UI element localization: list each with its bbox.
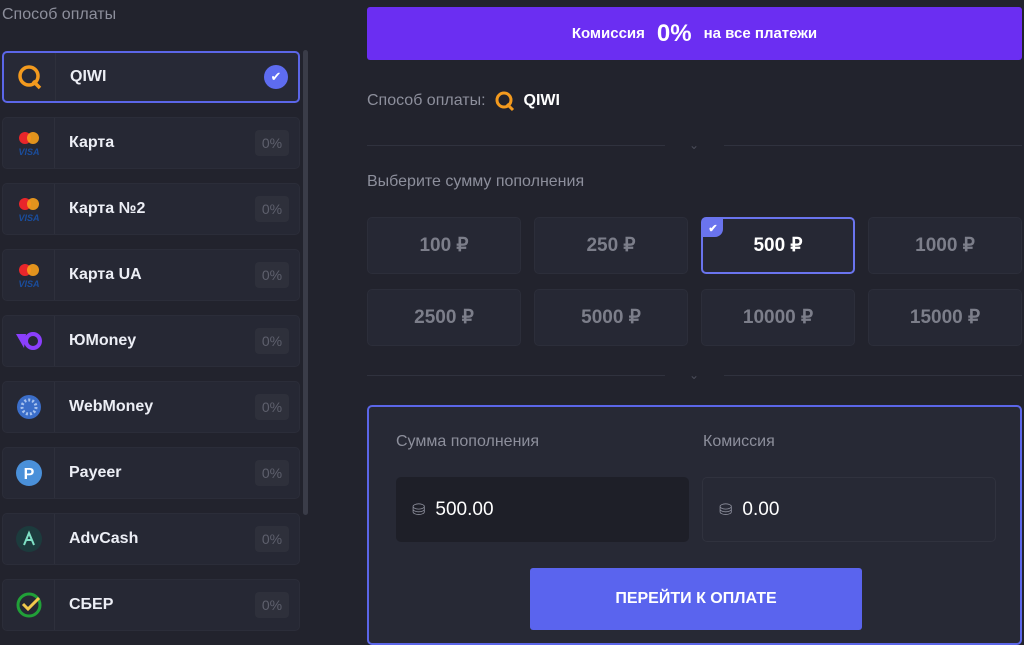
amount-option[interactable]: 250 ₽ (534, 217, 688, 274)
payment-method-label: QIWI (70, 68, 107, 85)
divider (724, 375, 1022, 376)
payment-method-карта-ua[interactable]: VISA Карта UA 0% (2, 249, 300, 301)
qiwi-icon (495, 91, 514, 112)
fee-badge: 0% (255, 394, 289, 420)
amount-label: 10000 ₽ (742, 307, 814, 328)
amount-option[interactable]: 5000 ₽ (534, 289, 688, 346)
card-icon: VISA (3, 184, 55, 234)
payment-method-карта-2[interactable]: VISA Карта №2 0% (2, 183, 300, 235)
selected-method: Способ оплаты: QIWI (367, 90, 560, 112)
pay-button[interactable]: ПЕРЕЙТИ К ОПЛАТЕ (530, 568, 862, 630)
fee-badge: 0% (255, 592, 289, 618)
chevron-down-icon[interactable]: ⌄ (689, 138, 700, 152)
payment-method-qiwi[interactable]: QIWI ✔ (2, 51, 300, 103)
check-icon: ✔ (703, 219, 723, 237)
payment-method-label: Карта (69, 134, 115, 151)
check-icon: ✔ (264, 65, 288, 89)
card-icon: VISA (3, 250, 55, 300)
amount-label: 100 ₽ (419, 235, 469, 256)
amount-label: 5000 ₽ (581, 307, 641, 328)
amount-label: 500 ₽ (753, 235, 803, 256)
svg-text:P: P (23, 466, 34, 483)
coins-icon: ⛁ (412, 501, 426, 519)
advcash-icon (3, 514, 55, 564)
fee-badge: 0% (255, 196, 289, 222)
amount-label: 1000 ₽ (915, 235, 975, 256)
payment-method-label: AdvCash (69, 530, 139, 547)
payment-method-юmoney[interactable]: ЮMoney 0% (2, 315, 300, 367)
divider (724, 145, 1022, 146)
amount-label: 2500 ₽ (414, 307, 474, 328)
payment-method-label: СБЕР (69, 596, 114, 613)
payment-method-label: Карта №2 (69, 200, 146, 217)
sidebar-scrollbar[interactable] (303, 50, 308, 515)
banner-value: 0% (656, 19, 692, 47)
fee-badge: 0% (255, 328, 289, 354)
sum-label: Сумма пополнения (396, 433, 539, 450)
fee-badge: 0% (255, 526, 289, 552)
svg-text:VISA: VISA (18, 147, 39, 157)
divider (367, 375, 665, 376)
amount-option[interactable]: 10000 ₽ (701, 289, 855, 346)
summary-panel: Сумма пополнения Комиссия ⛁ 500.00 ⛁ 0.0… (367, 405, 1022, 645)
payment-method-label: ЮMoney (69, 332, 137, 349)
payment-method-label: WebMoney (69, 398, 154, 415)
payment-method-карта[interactable]: VISA Карта 0% (2, 117, 300, 169)
payeer-icon: P (3, 448, 55, 498)
yoomoney-icon (3, 316, 55, 366)
payment-method-label: Карта UA (69, 266, 142, 283)
divider (367, 145, 665, 146)
fee-badge: 0% (255, 460, 289, 486)
chevron-down-icon[interactable]: ⌄ (689, 368, 700, 382)
amount-label: 15000 ₽ (909, 307, 981, 328)
webmoney-icon (3, 382, 55, 432)
method-label: Способ оплаты: (367, 92, 486, 109)
sum-input[interactable]: ⛁ 500.00 (396, 477, 689, 542)
qiwi-icon (4, 53, 56, 101)
card-icon: VISA (3, 118, 55, 168)
amount-option[interactable]: ✔ 500 ₽ (701, 217, 855, 274)
svg-text:VISA: VISA (18, 279, 39, 289)
payment-method-payeer[interactable]: P Payeer 0% (2, 447, 300, 499)
fee-badge: 0% (255, 262, 289, 288)
amount-title: Выберите сумму пополнения (367, 173, 585, 190)
banner-post: на все платежи (703, 25, 818, 42)
fee-field: ⛁ 0.00 (702, 477, 996, 542)
fee-value: 0.00 (742, 498, 780, 520)
amount-option[interactable]: 1000 ₽ (868, 217, 1022, 274)
payment-method-сбер[interactable]: СБЕР 0% (2, 579, 300, 631)
fee-badge: 0% (255, 130, 289, 156)
payment-method-label: Payeer (69, 464, 122, 481)
banner-pre: Комиссия (571, 25, 645, 42)
payment-method-title: Способ оплаты (2, 6, 117, 23)
method-value: QIWI (523, 92, 560, 109)
commission-banner: Комиссия 0% на все платежи (367, 7, 1022, 60)
coins-icon: ⛁ (719, 501, 733, 519)
sber-icon (3, 580, 55, 630)
amount-option[interactable]: 15000 ₽ (868, 289, 1022, 346)
sum-value: 500.00 (435, 498, 494, 520)
amount-option[interactable]: 2500 ₽ (367, 289, 521, 346)
amount-option[interactable]: 100 ₽ (367, 217, 521, 274)
payment-method-advcash[interactable]: AdvCash 0% (2, 513, 300, 565)
svg-text:VISA: VISA (18, 213, 39, 223)
amount-label: 250 ₽ (586, 235, 636, 256)
fee-label: Комиссия (703, 433, 775, 450)
payment-method-webmoney[interactable]: WebMoney 0% (2, 381, 300, 433)
